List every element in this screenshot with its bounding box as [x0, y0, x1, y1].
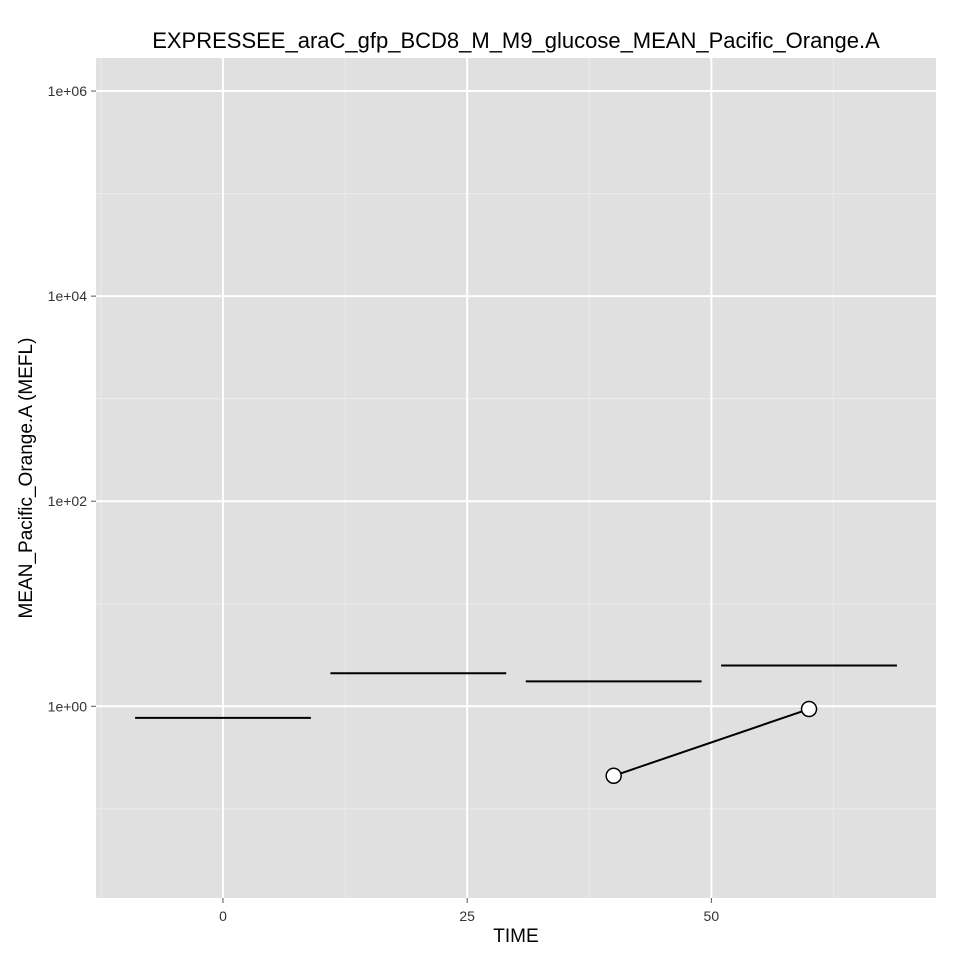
series-line: [613, 708, 810, 777]
x-axis: 0 25 50: [219, 898, 719, 924]
reference-segments: [135, 664, 897, 719]
x-tick-label: 50: [704, 908, 720, 924]
data-point: [605, 767, 622, 785]
major-gridlines: [96, 58, 936, 898]
x-tick-label: 0: [219, 908, 227, 924]
plot-panel: [96, 58, 936, 898]
y-axis: 1e+00 1e+02 1e+04 1e+06: [48, 83, 96, 714]
x-axis-title: TIME: [493, 926, 538, 947]
y-tick-label: 1e+02: [48, 493, 88, 509]
y-tick-label: 1e+04: [48, 288, 88, 304]
chart-title: EXPRESSEE_araC_gfp_BCD8_M_M9_glucose_MEA…: [152, 28, 880, 53]
x-tick-label: 25: [459, 908, 475, 924]
data-point: [800, 700, 818, 718]
data-series: [605, 700, 818, 785]
minor-gridlines: [96, 58, 936, 898]
y-tick-label: 1e+06: [48, 83, 88, 99]
y-tick-label: 1e+00: [48, 698, 88, 714]
y-axis-title: MEAN_Pacific_Orange.A (MEFL): [16, 338, 37, 619]
